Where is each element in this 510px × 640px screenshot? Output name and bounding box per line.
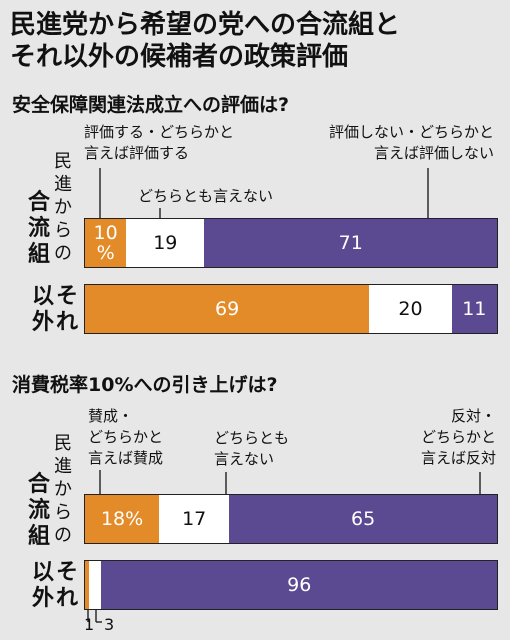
chart-1-bar-others: 69 20 11 bbox=[84, 284, 498, 334]
group-char: 流 bbox=[28, 216, 51, 241]
group-char: 民 bbox=[54, 151, 72, 172]
group-char: 合 bbox=[28, 190, 51, 215]
chart-2-small-label-3: 3 bbox=[104, 615, 115, 634]
data-label: 18% bbox=[100, 508, 144, 530]
bar-segment-neutral: 19 bbox=[126, 219, 205, 267]
group-char: 以 bbox=[32, 284, 55, 309]
group-char: 合 bbox=[28, 472, 51, 497]
bar-segment-support: 10% bbox=[85, 219, 127, 267]
chart-2-group-merged-label: 民 進 か ら の 合 流 組 bbox=[10, 432, 86, 562]
data-label: 71 bbox=[338, 232, 363, 254]
page-title-line-2: それ以外の候補者の政策評価 bbox=[10, 42, 349, 72]
bar-segment-neutral: 20 bbox=[369, 285, 452, 333]
group-char: れ bbox=[56, 310, 79, 335]
data-label: 10% bbox=[93, 222, 118, 264]
bar-segment-neutral bbox=[89, 561, 102, 609]
chart-2-group-others-label: 以 外 そ れ bbox=[10, 560, 86, 620]
group-char: 外 bbox=[32, 586, 55, 611]
chart-2-bar-merged: 18% 17 65 bbox=[84, 494, 498, 544]
chart-2-legend-support: 賛成・ どちらかと 言えば賛成 bbox=[88, 406, 163, 469]
bar-segment-oppose: 71 bbox=[204, 219, 497, 267]
data-label: 11 bbox=[462, 298, 487, 320]
chart-2-legend-neutral-line-1: どちらとも bbox=[214, 429, 290, 447]
bar-segment-support bbox=[85, 561, 90, 609]
group-char: 組 bbox=[28, 242, 51, 267]
chart-2-legend-oppose: 反対・ どちらかと 言えば反対 bbox=[360, 406, 496, 469]
chart-2-legend-neutral: どちらとも 言えない bbox=[214, 428, 289, 470]
group-char: 以 bbox=[32, 560, 55, 585]
group-char: の bbox=[54, 525, 72, 546]
chart-1-legend-neutral-line-1: どちらとも言えない bbox=[138, 187, 274, 205]
page-title-line-1: 民進党から希望の党への合流組と bbox=[10, 10, 401, 40]
group-char: 民 bbox=[54, 433, 72, 454]
chart-2-legend-oppose-line-1: 反対・ bbox=[450, 407, 496, 425]
chart-1-group-others-label: 以 外 そ れ bbox=[10, 284, 86, 344]
group-char: 外 bbox=[32, 310, 55, 335]
chart-1-bar-merged: 10% 19 71 bbox=[84, 218, 498, 268]
data-label: 19 bbox=[153, 232, 178, 254]
group-char: か bbox=[54, 197, 72, 218]
group-char: そ bbox=[56, 284, 79, 309]
group-char: 流 bbox=[28, 498, 51, 523]
bar-segment-oppose: 65 bbox=[229, 495, 497, 543]
bar-segment-oppose: 11 bbox=[451, 285, 497, 333]
chart-1-legend-support-line-2: 言えば評価する bbox=[84, 144, 190, 162]
bar-segment-support: 18% bbox=[85, 495, 160, 543]
chart-1-title: 安全保障関連法成立への評価は? bbox=[12, 94, 290, 116]
group-char: 進 bbox=[54, 456, 72, 477]
group-char: れ bbox=[56, 586, 79, 611]
chart-1-legend-oppose: 評価しない・どちらかと 言えば評価しない bbox=[300, 122, 494, 164]
chart-1-legend-oppose-line-1: 評価しない・どちらかと bbox=[328, 123, 494, 141]
chart-2-legend-support-line-3: 言えば賛成 bbox=[88, 449, 164, 467]
chart-1-legend-support-line-1: 評価する・どちらかと bbox=[84, 123, 235, 141]
group-char: 組 bbox=[28, 524, 51, 549]
data-label: 65 bbox=[350, 508, 376, 530]
chart-2-legend-oppose-line-2: どちらかと bbox=[420, 428, 496, 446]
group-char: 進 bbox=[54, 174, 72, 195]
group-char: そ bbox=[56, 560, 79, 585]
bar-segment-neutral: 17 bbox=[159, 495, 230, 543]
chart-1-group-merged-label: 民 進 か ら の 合 流 組 bbox=[10, 150, 86, 280]
data-label: 20 bbox=[398, 298, 423, 320]
data-label: 17 bbox=[182, 508, 207, 530]
chart-1-legend-oppose-line-2: 言えば評価しない bbox=[373, 144, 494, 162]
group-char: ら bbox=[54, 502, 72, 523]
bar-segment-support: 69 bbox=[85, 285, 370, 333]
chart-1-legend-neutral: どちらとも言えない bbox=[138, 186, 273, 207]
data-label: 96 bbox=[287, 574, 312, 596]
data-label: 69 bbox=[215, 298, 240, 320]
bar-segment-oppose: 96 bbox=[101, 561, 497, 609]
group-char: ら bbox=[54, 220, 72, 241]
chart-2-legend-support-line-2: どちらかと bbox=[88, 428, 164, 446]
chart-2-small-label-1: 1 bbox=[84, 615, 95, 634]
chart-2-bar-others: 96 bbox=[84, 560, 498, 610]
chart-2-legend-neutral-line-2: 言えない bbox=[214, 450, 275, 468]
chart-2-legend-oppose-line-3: 言えば反対 bbox=[420, 449, 496, 467]
chart-1-legend-support: 評価する・どちらかと 言えば評価する bbox=[84, 122, 234, 164]
group-char: か bbox=[54, 479, 72, 500]
chart-2-title: 消費税率10%への引き上げは? bbox=[12, 374, 278, 396]
group-char: の bbox=[54, 243, 72, 264]
chart-2-legend-support-line-1: 賛成・ bbox=[88, 407, 134, 425]
